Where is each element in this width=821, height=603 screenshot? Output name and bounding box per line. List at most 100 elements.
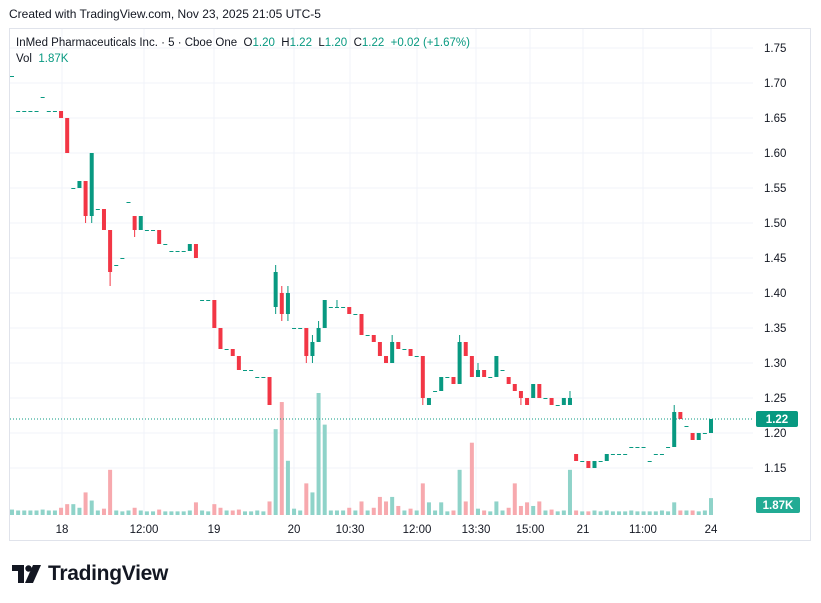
candle-body <box>377 342 382 356</box>
candle-body <box>292 328 297 329</box>
candle-body <box>126 202 131 203</box>
volume-legend-label[interactable]: Vol <box>16 53 32 65</box>
candle-body <box>433 391 438 392</box>
candle-body <box>16 111 21 112</box>
grid <box>10 29 753 515</box>
y-tick-label: 1.65 <box>764 113 786 125</box>
close-label: C <box>353 37 362 49</box>
volume-bar <box>396 505 401 515</box>
last-price-tag <box>756 411 798 427</box>
price-axis[interactable]: 1.75 1.70 1.65 1.60 1.55 1.50 1.45 1.40 1.35 1.30… <box>764 43 786 475</box>
candle-body <box>46 111 51 112</box>
candle-body <box>561 398 566 405</box>
candle-body <box>396 342 401 349</box>
volume-bar <box>439 502 444 515</box>
volume-bar <box>525 502 530 515</box>
candle-body <box>598 461 603 462</box>
x-tick-label: 12:00 <box>130 524 159 536</box>
candle-body <box>463 342 468 356</box>
volume-bar <box>641 511 646 515</box>
candle-body <box>543 398 548 399</box>
candle-body <box>187 244 192 251</box>
candle-body <box>218 328 223 349</box>
volume-bar <box>316 393 321 515</box>
candle-body <box>163 244 168 245</box>
volume-bar <box>261 511 266 515</box>
candle-body <box>469 356 474 377</box>
high-label: H <box>281 37 290 49</box>
candle-body <box>384 356 389 363</box>
high-value: 1.22 <box>289 37 312 49</box>
volume-bar <box>635 511 640 515</box>
volume-bar <box>567 469 572 515</box>
candle-body <box>629 447 634 448</box>
candle-body <box>506 377 511 384</box>
candle-body <box>151 230 156 231</box>
candle-body <box>83 181 88 216</box>
volume-bar <box>653 511 658 515</box>
low-value: 1.20 <box>324 37 348 49</box>
x-tick-label: 10:30 <box>336 524 365 536</box>
candle-body <box>702 433 707 434</box>
volume-bar <box>543 510 548 515</box>
candle-body <box>672 412 677 447</box>
candle-body <box>488 377 493 378</box>
candle-body <box>95 209 100 210</box>
candle-body <box>390 342 395 363</box>
volume-bar <box>236 509 241 515</box>
candle-body <box>500 370 505 371</box>
volume-bar <box>28 510 33 515</box>
candle-body <box>334 307 339 308</box>
volume-bar <box>451 510 456 515</box>
chart-frame[interactable] <box>9 28 811 541</box>
candle-body <box>144 230 149 231</box>
candle-body <box>623 454 628 455</box>
volume-bar <box>702 510 707 515</box>
volume-bar <box>408 508 413 515</box>
volume-bar <box>218 507 223 515</box>
volume-bar <box>402 510 407 515</box>
candle-body <box>451 377 456 384</box>
candle-body <box>359 314 364 335</box>
candle-body <box>200 300 205 301</box>
x-tick-label: 18 <box>56 524 69 536</box>
candle-body <box>206 300 211 301</box>
candle-body <box>138 216 143 230</box>
volume-bar <box>469 442 474 515</box>
volume-bar <box>445 511 450 515</box>
candle-body <box>169 251 174 252</box>
y-tick-label: 1.40 <box>764 288 786 300</box>
x-tick-label: 13:30 <box>462 524 491 536</box>
volume-bar <box>365 510 370 515</box>
y-tick-label: 1.60 <box>764 148 786 160</box>
y-tick-label: 1.75 <box>764 43 786 55</box>
volume-bar <box>482 510 487 515</box>
volume-bar <box>126 510 131 515</box>
candle-body <box>580 461 585 462</box>
volume-bar <box>696 511 701 515</box>
volume-bar <box>672 502 677 515</box>
tradingview-brand[interactable]: TradingView <box>12 562 168 586</box>
volume-bar <box>89 500 94 515</box>
candle-body <box>604 454 609 461</box>
volume-bar <box>132 507 137 515</box>
candle-body <box>181 251 186 252</box>
volume-bar <box>531 505 536 515</box>
volume-bar <box>334 510 339 515</box>
candle-body <box>641 447 646 448</box>
symbol-description[interactable]: InMed Pharmaceuticals Inc. · 5 · Cboe On… <box>16 37 238 49</box>
y-tick-label: 1.20 <box>764 428 786 440</box>
time-axis[interactable]: 18 12:00 19 20 10:30 12:00 13:30 15:00 21 11:00 24 <box>56 524 718 536</box>
volume-bar <box>328 510 333 515</box>
tradingview-logo-icon <box>12 565 41 583</box>
volume-bar <box>377 496 382 515</box>
last-price-label: 1.22 <box>766 414 788 426</box>
candle-body <box>678 412 683 419</box>
volume-bar <box>83 492 88 515</box>
candle-body <box>193 244 198 258</box>
volume-row: Vol 1.87K <box>16 51 470 67</box>
x-tick-label: 24 <box>705 524 718 536</box>
volume-bar <box>292 508 297 515</box>
volume-bar <box>249 511 254 515</box>
